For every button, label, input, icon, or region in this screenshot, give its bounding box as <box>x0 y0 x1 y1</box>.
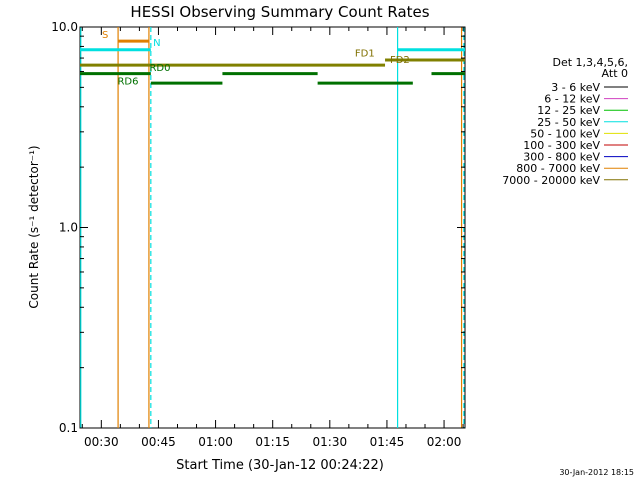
x-tick-label: 00:30 <box>84 435 119 449</box>
legend-header-line2: Att 0 <box>602 67 628 80</box>
y-axis-label: Count Rate (s⁻¹ detector⁻¹) <box>27 145 41 308</box>
legend-entry-label: 300 - 800 keV <box>523 151 600 164</box>
y-tick-label: 0.1 <box>59 421 78 435</box>
x-tick-label: 01:45 <box>370 435 405 449</box>
flag-label-rd0: RD0 <box>149 63 170 74</box>
x-tick-label: 01:15 <box>255 435 290 449</box>
legend-entry-label: 50 - 100 keV <box>530 127 600 140</box>
legend-entry-label: 7000 - 20000 keV <box>502 174 600 187</box>
x-tick-label: 01:00 <box>198 435 233 449</box>
y-tick-label: 1.0 <box>59 221 78 235</box>
y-tick-label: 10.0 <box>51 20 78 34</box>
chart-title: HESSI Observing Summary Count Rates <box>130 3 429 21</box>
x-tick-label: 01:30 <box>313 435 348 449</box>
flag-label-s: S <box>102 30 108 41</box>
flag-label-fd1: FD1 <box>355 49 375 60</box>
legend-header-line1: Det 1,3,4,5,6, <box>552 56 628 69</box>
legend-entry-label: 800 - 7000 keV <box>516 162 600 175</box>
flag-label-n: N <box>153 38 160 49</box>
legend-entry-label: 3 - 6 keV <box>551 81 600 94</box>
x-tick-label: 02:00 <box>427 435 462 449</box>
legend-entry-label: 25 - 50 keV <box>537 116 600 129</box>
x-axis-label: Start Time (30-Jan-12 00:24:22) <box>176 458 384 473</box>
x-tick-label: 00:45 <box>141 435 176 449</box>
flag-label-fd2: FD2 <box>390 55 410 66</box>
legend-entry-label: 12 - 25 keV <box>537 104 600 117</box>
legend-entry-label: 6 - 12 keV <box>544 93 600 106</box>
flag-label-rd6: RD6 <box>117 76 138 87</box>
footer-date: 30-Jan-2012 18:15 <box>559 468 634 477</box>
legend-entry-label: 100 - 300 keV <box>523 139 600 152</box>
plot-area: S N FD1 FD2 RD0 RD6 00:30 00:45 01:00 01:15 01:30 0… <box>51 20 466 449</box>
